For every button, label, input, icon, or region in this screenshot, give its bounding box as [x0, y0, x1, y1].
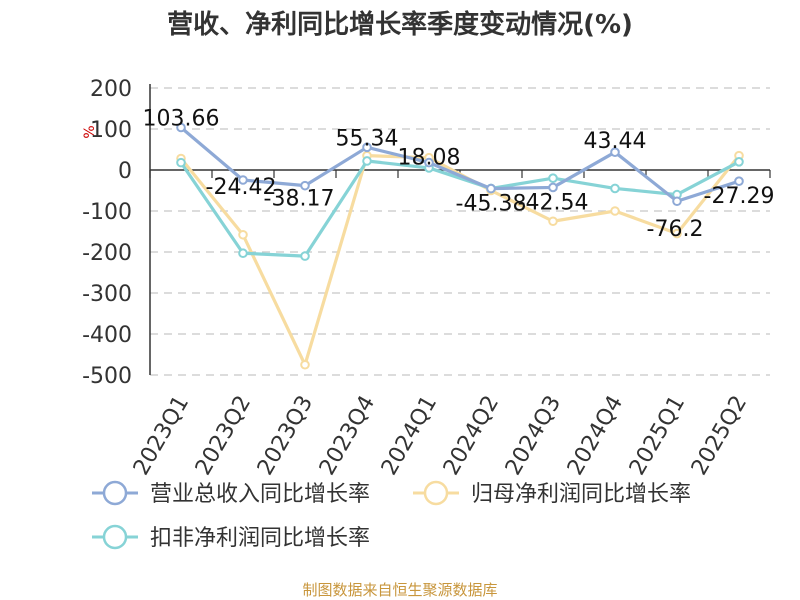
series-0-point-0 [176, 122, 186, 133]
x-tick-2024Q1: 2024Q1 [377, 392, 442, 480]
legend-marker-0 [102, 480, 128, 506]
data-label-4: 18.08 [398, 146, 461, 171]
y-tick-1: 100 [90, 118, 132, 143]
grid-lines [150, 87, 770, 376]
series-0-point-1 [238, 175, 248, 185]
x-tick-2023Q4: 2023Q4 [315, 392, 380, 480]
legend-marker-1 [423, 480, 449, 506]
data-label-0: 103.66 [143, 106, 220, 131]
x-tick-2025Q1: 2025Q1 [625, 392, 690, 480]
series-1-point-8 [672, 228, 682, 239]
series-0-point-3 [362, 142, 372, 153]
y-tick-7: -500 [82, 364, 132, 389]
x-tick-2024Q4: 2024Q4 [563, 392, 628, 480]
series-2-point-6 [548, 173, 558, 183]
series-2-point-0 [176, 157, 186, 168]
chart-title: 营收、净利同比增长率季度变动情况(%) [167, 9, 633, 40]
x-tick-labels: 2023Q12023Q22023Q32023Q42024Q12024Q22024… [129, 392, 752, 480]
source-note: 制图数据来自恒生聚源数据库 [302, 581, 497, 599]
data-label-5: -45.38 [456, 192, 527, 217]
x-tick-2025Q2: 2025Q2 [687, 392, 752, 480]
series-2-point-1 [238, 248, 248, 259]
y-tick-2: 0 [118, 159, 132, 184]
legend-label-1: 归母净利润同比增长率 [471, 482, 691, 507]
series-layer [176, 122, 744, 370]
y-tick-6: -400 [82, 323, 132, 348]
data-label-7: 43.44 [584, 129, 647, 154]
series-0-point-8 [672, 196, 682, 207]
y-tick-3: -100 [82, 200, 132, 225]
series-0-point-6 [548, 182, 558, 193]
series-0-point-7 [610, 147, 620, 157]
data-label-6: -42.54 [518, 190, 589, 215]
series-0-point-4 [424, 157, 434, 168]
y-tick-5: -300 [82, 282, 132, 307]
series-1-point-6 [548, 216, 558, 227]
y-tick-labels: 200 100 0 -100 -200 -300 -400 -500 [82, 77, 132, 389]
y-tick-4: -200 [82, 241, 132, 266]
y-tick-0: 200 [90, 77, 132, 102]
legend-marker-2 [102, 524, 128, 550]
series-0-point-9 [734, 176, 744, 186]
series-2-point-2 [300, 251, 310, 261]
data-label-1: -24.42 [206, 175, 277, 200]
x-tick-2023Q2: 2023Q2 [191, 392, 256, 480]
series-line-2 [179, 159, 740, 258]
y-axis-unit: % [82, 125, 98, 138]
legend-label-2: 扣非净利润同比增长率 [150, 526, 370, 551]
series-2-point-7 [610, 183, 620, 194]
series-0-point-5 [486, 183, 496, 194]
x-tick-2024Q2: 2024Q2 [439, 392, 504, 480]
data-label-8: -76.2 [647, 217, 704, 242]
series-1-point-2 [300, 359, 310, 370]
data-label-9: -27.29 [704, 184, 775, 209]
series-2-point-3 [362, 156, 372, 166]
legend-label-0: 营业总收入同比增长率 [150, 482, 370, 507]
data-label-3: 55.34 [336, 126, 399, 151]
x-tick-2023Q3: 2023Q3 [253, 392, 318, 480]
series-1-point-1 [238, 229, 248, 240]
series-1-point-7 [610, 206, 620, 216]
series-0-point-2 [300, 180, 310, 191]
series-2-point-9 [734, 157, 744, 167]
series-line-0 [179, 126, 740, 203]
x-tick-2024Q3: 2024Q3 [501, 392, 566, 480]
x-tick-2023Q1: 2023Q1 [129, 392, 194, 480]
data-label-2: -38.17 [264, 187, 335, 212]
